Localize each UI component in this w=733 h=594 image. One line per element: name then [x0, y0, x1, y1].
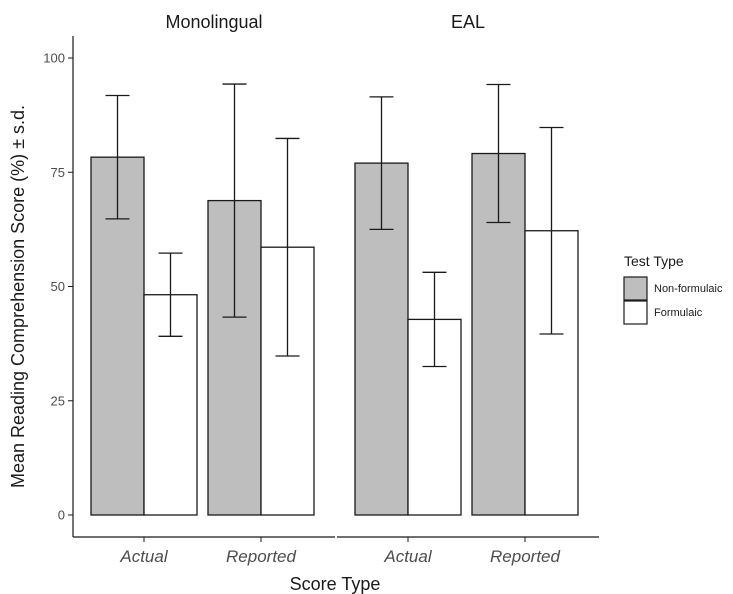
- legend-label: Non-formulaic: [654, 283, 723, 295]
- x-axis-title: Score Type: [290, 574, 381, 594]
- legend-key-non-formulaic: [623, 276, 648, 301]
- legend: Test Type Non-formulaic Formulaic: [623, 253, 723, 325]
- x-tick-label: Reported: [226, 547, 296, 566]
- y-tick-label: 0: [58, 508, 65, 523]
- x-tick-label: Reported: [490, 547, 560, 566]
- x-tick-label: Actual: [383, 547, 432, 566]
- panel-title: EAL: [451, 12, 485, 32]
- panel-title: Monolingual: [165, 12, 262, 32]
- y-tick-label: 50: [51, 279, 65, 294]
- y-axis-title: Mean Reading Comprehension Score (%) ± s…: [8, 105, 28, 488]
- legend-label: Formulaic: [654, 307, 703, 319]
- legend-key-formulaic: [623, 300, 648, 325]
- plot-area: 0 25 50 75 100 Mean Reading Comprehension Sco…: [8, 12, 599, 594]
- panel-1: EAL Actual Reported: [337, 12, 599, 566]
- x-tick-label: Actual: [119, 547, 168, 566]
- y-tick-label: 100: [43, 51, 65, 66]
- legend-title: Test Type: [624, 253, 684, 269]
- y-tick-label: 25: [51, 393, 65, 408]
- panel-0: Monolingual Actual Reported: [73, 12, 335, 566]
- y-tick-label: 75: [51, 165, 65, 180]
